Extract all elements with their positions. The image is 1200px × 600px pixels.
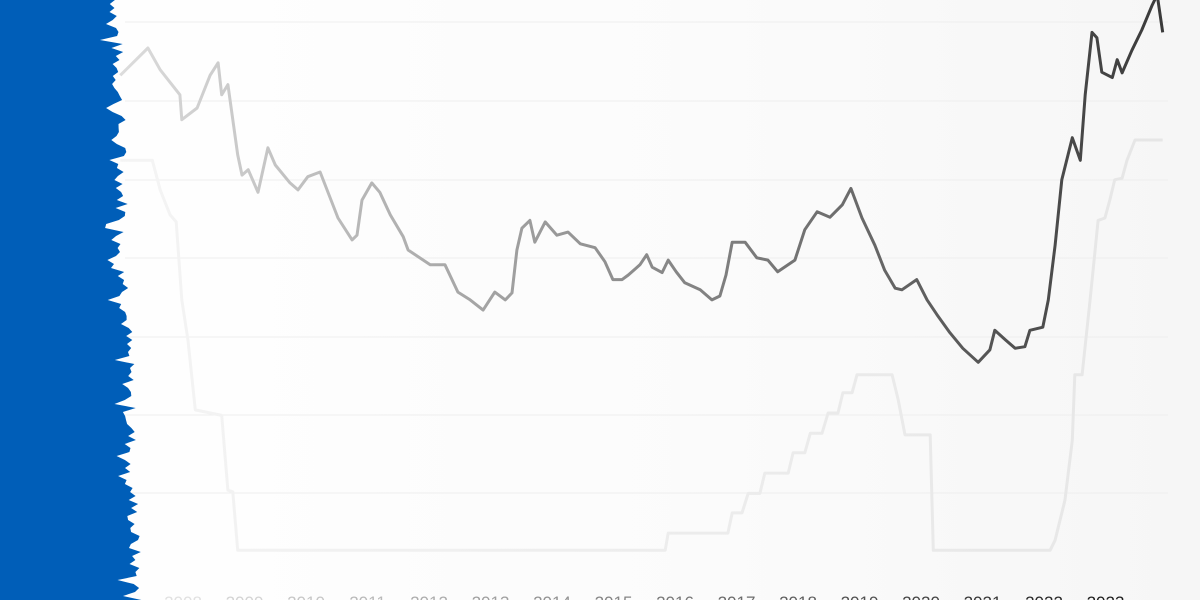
x-tick-label: 2011 — [349, 593, 386, 600]
x-tick-label: 2014 — [533, 593, 571, 600]
series-line-primary — [119, 0, 1165, 364]
x-tick-label: 2015 — [595, 593, 633, 600]
gridlines — [125, 21, 1168, 494]
x-tick-label: 2021 — [964, 593, 1002, 600]
x-tick-label: 2019 — [841, 593, 879, 600]
x-tick-label: 2009 — [226, 593, 264, 600]
x-tick-label: 2012 — [410, 593, 448, 600]
x-tick-label: 2017 — [718, 593, 756, 600]
x-tick-label: 2008 — [164, 593, 202, 600]
x-tick-label: 2016 — [656, 593, 694, 600]
x-tick-label: 2013 — [472, 593, 510, 600]
x-tick-label: 2022 — [1025, 593, 1063, 600]
brand-blue-brush-stripe — [0, 0, 142, 600]
series-line-secondary — [120, 138, 1163, 552]
x-tick-label: 2010 — [287, 593, 325, 600]
x-tick-label: 2018 — [779, 593, 817, 600]
x-tick-label: 2020 — [902, 593, 940, 600]
x-tick-label: 2023 — [1087, 593, 1125, 600]
x-axis-ticks: 2008 2009 2010 2011 2012 2013 2014 2015 2016 2017… — [164, 593, 1124, 600]
